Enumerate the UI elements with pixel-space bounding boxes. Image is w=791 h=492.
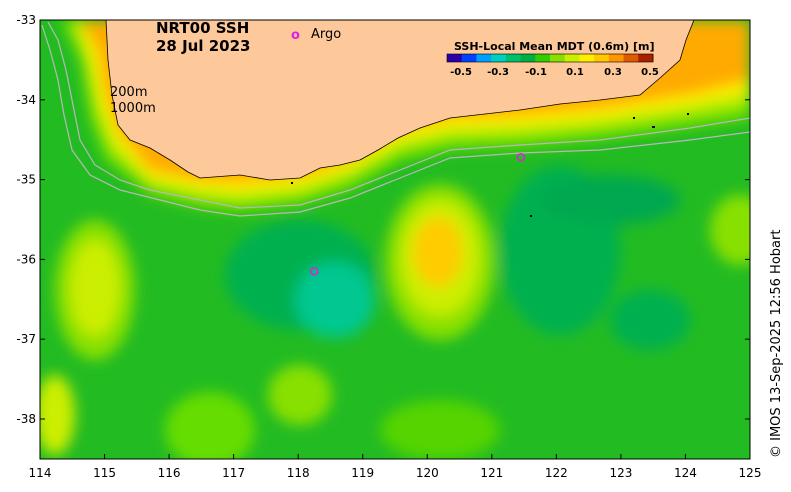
colorbar-tick-label: -0.3 [487, 67, 509, 78]
colorbar-swatch [447, 54, 463, 62]
colorbar-swatch [491, 54, 507, 62]
colorbar-swatch [461, 54, 477, 62]
x-tick-label: 123 [609, 466, 632, 480]
y-axis: -33 -34 -35 -36 -37 -38 [16, 13, 750, 426]
x-tick-label: 125 [739, 466, 762, 480]
colorbar-tick-label: -0.1 [525, 67, 547, 78]
colorbar-swatch [550, 54, 566, 62]
y-tick-label: -33 [16, 13, 36, 27]
colorbar-swatch [476, 54, 492, 62]
x-tick-label: 114 [29, 466, 52, 480]
colorbar-tick-label: 0.3 [604, 67, 622, 78]
credit-text: © IMOS 13-Sep-2025 12:56 Hobart [769, 230, 784, 458]
x-tick-label: 117 [222, 466, 245, 480]
colorbar-swatch [623, 54, 639, 62]
colorbar-title: SSH-Local Mean MDT (0.6m) [m] [454, 40, 654, 53]
x-tick-label: 121 [480, 466, 503, 480]
y-tick-label: -34 [16, 93, 36, 107]
x-tick-label: 115 [93, 466, 116, 480]
map-title: NRT00 SSH [156, 19, 249, 37]
x-tick-label: 116 [158, 466, 181, 480]
colorbar-frame [446, 53, 654, 63]
colorbar-swatch [535, 54, 551, 62]
y-tick-label: -36 [16, 252, 36, 266]
colorbar-tick-label: 0.1 [566, 67, 584, 78]
y-tick-label: -37 [16, 332, 36, 346]
colorbar-tick-label: 0.5 [641, 67, 659, 78]
argo-legend-symbol: o [291, 28, 300, 43]
argo-markers [310, 152, 526, 276]
x-tick-label: 119 [351, 466, 374, 480]
argo-float-marker [516, 152, 526, 162]
y-tick-label: -35 [16, 173, 36, 187]
x-tick-label: 122 [545, 466, 568, 480]
island-dots [291, 113, 689, 217]
colorbar-swatch [579, 54, 595, 62]
colorbar-swatch [564, 54, 580, 62]
x-tick-label: 120 [416, 466, 439, 480]
colorbar-swatch [608, 54, 625, 62]
depth-label-200m: 200m [110, 85, 147, 100]
colorbar-swatch [505, 54, 522, 62]
argo-float-marker [310, 267, 319, 276]
colorbar-swatch [594, 54, 610, 62]
colorbar-tick-label: -0.5 [450, 67, 472, 78]
plot-frame [39, 19, 751, 460]
colorbar-swatch [638, 54, 654, 62]
depth-label-1000m: 1000m [110, 101, 156, 116]
argo-legend-label: Argo [311, 27, 341, 42]
colorbar: -0.5 -0.3 -0.1 0.1 0.3 0.5 [446, 53, 659, 78]
y-tick-label: -38 [16, 412, 36, 426]
x-axis: 114 115 116 117 118 119 120 121 122 123 124 125 [29, 454, 762, 480]
x-tick-label: 118 [287, 466, 310, 480]
isobath-lines [41, 21, 750, 217]
colorbar-swatch [520, 54, 536, 62]
x-tick-label: 124 [674, 466, 697, 480]
map-date: 28 Jul 2023 [156, 37, 250, 55]
